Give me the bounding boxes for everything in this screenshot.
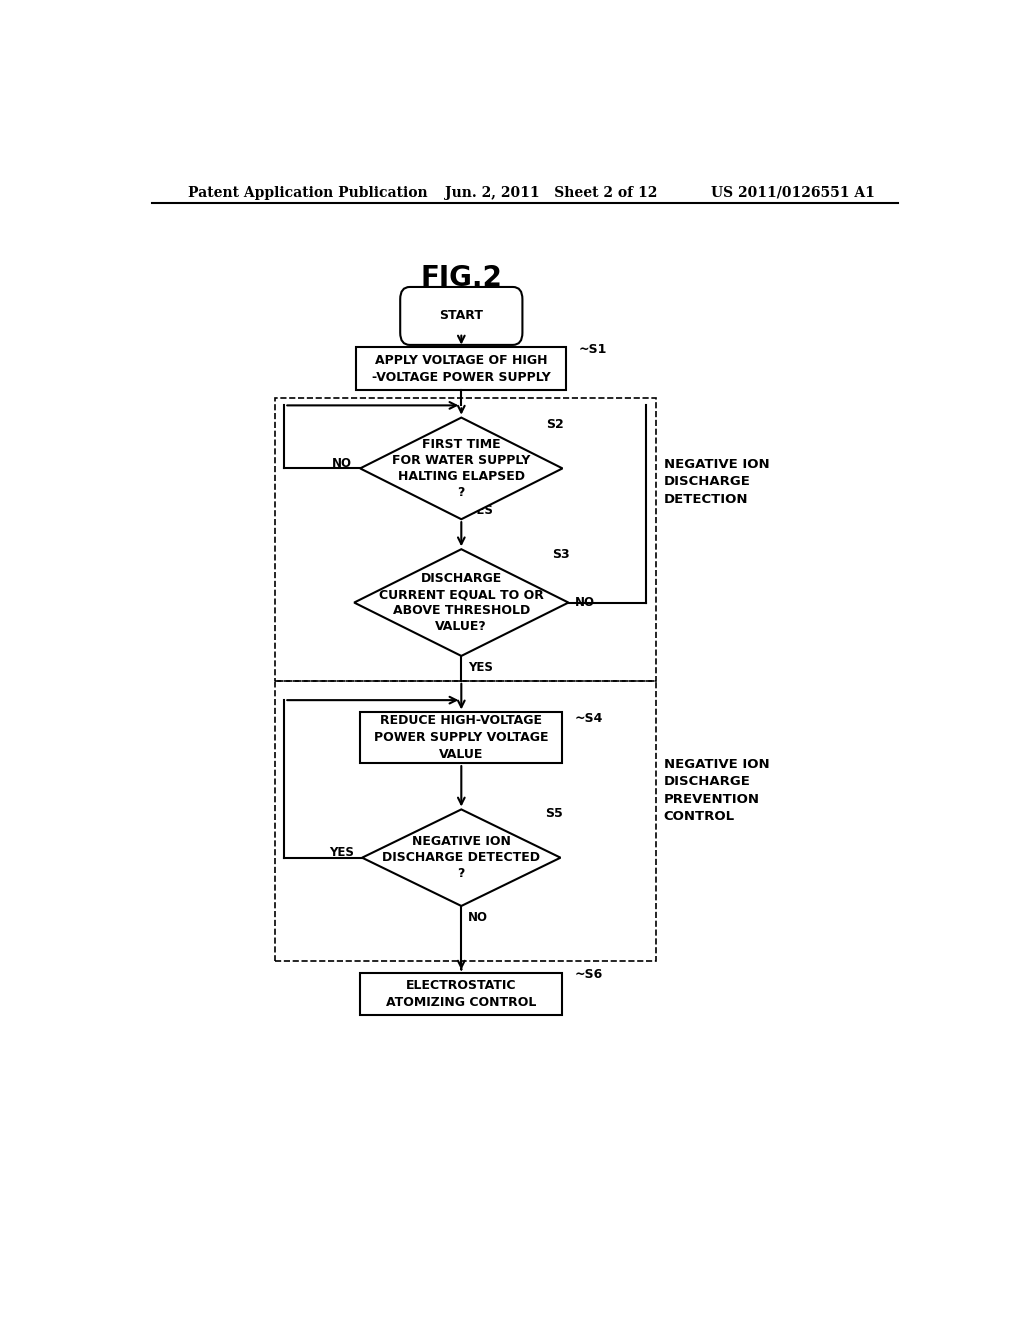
Text: ~S1: ~S1 [579, 343, 607, 356]
Text: YES: YES [330, 846, 354, 859]
Text: Jun. 2, 2011   Sheet 2 of 12: Jun. 2, 2011 Sheet 2 of 12 [445, 186, 657, 199]
Text: Patent Application Publication: Patent Application Publication [187, 186, 427, 199]
Text: NEGATIVE ION
DISCHARGE
PREVENTION
CONTROL: NEGATIVE ION DISCHARGE PREVENTION CONTRO… [664, 758, 769, 824]
Text: FIG.2: FIG.2 [421, 264, 502, 292]
Text: ~S4: ~S4 [574, 711, 603, 725]
Bar [274, 399, 655, 681]
Text: S3: S3 [553, 548, 570, 561]
Bar [360, 973, 562, 1015]
FancyBboxPatch shape [400, 286, 522, 345]
Text: APPLY VOLTAGE OF HIGH
-VOLTAGE POWER SUPPLY: APPLY VOLTAGE OF HIGH -VOLTAGE POWER SUP… [372, 354, 551, 384]
Text: US 2011/0126551 A1: US 2011/0126551 A1 [712, 186, 876, 199]
Text: NEGATIVE ION
DISCHARGE DETECTED
?: NEGATIVE ION DISCHARGE DETECTED ? [382, 836, 541, 880]
Polygon shape [360, 417, 562, 519]
Text: NO: NO [574, 597, 595, 609]
Text: REDUCE HIGH-VOLTAGE
POWER SUPPLY VOLTAGE
VALUE: REDUCE HIGH-VOLTAGE POWER SUPPLY VOLTAGE… [374, 714, 549, 762]
Text: ELECTROSTATIC
ATOMIZING CONTROL: ELECTROSTATIC ATOMIZING CONTROL [386, 979, 537, 1008]
Bar [360, 713, 562, 763]
Text: NO: NO [332, 457, 352, 470]
Text: YES: YES [468, 504, 493, 517]
Text: YES: YES [468, 661, 493, 675]
Bar [356, 347, 566, 391]
Bar [274, 681, 655, 961]
Text: S5: S5 [545, 808, 562, 821]
Text: FIRST TIME
FOR WATER SUPPLY
HALTING ELAPSED
?: FIRST TIME FOR WATER SUPPLY HALTING ELAP… [392, 438, 530, 499]
Text: NO: NO [468, 911, 487, 924]
Text: S2: S2 [547, 418, 564, 432]
Text: ~S6: ~S6 [574, 968, 603, 981]
Polygon shape [354, 549, 568, 656]
Text: START: START [439, 309, 483, 322]
Text: NEGATIVE ION
DISCHARGE
DETECTION: NEGATIVE ION DISCHARGE DETECTION [664, 458, 769, 506]
Text: DISCHARGE
CURRENT EQUAL TO OR
ABOVE THRESHOLD
VALUE?: DISCHARGE CURRENT EQUAL TO OR ABOVE THRE… [379, 572, 544, 634]
Polygon shape [362, 809, 560, 906]
